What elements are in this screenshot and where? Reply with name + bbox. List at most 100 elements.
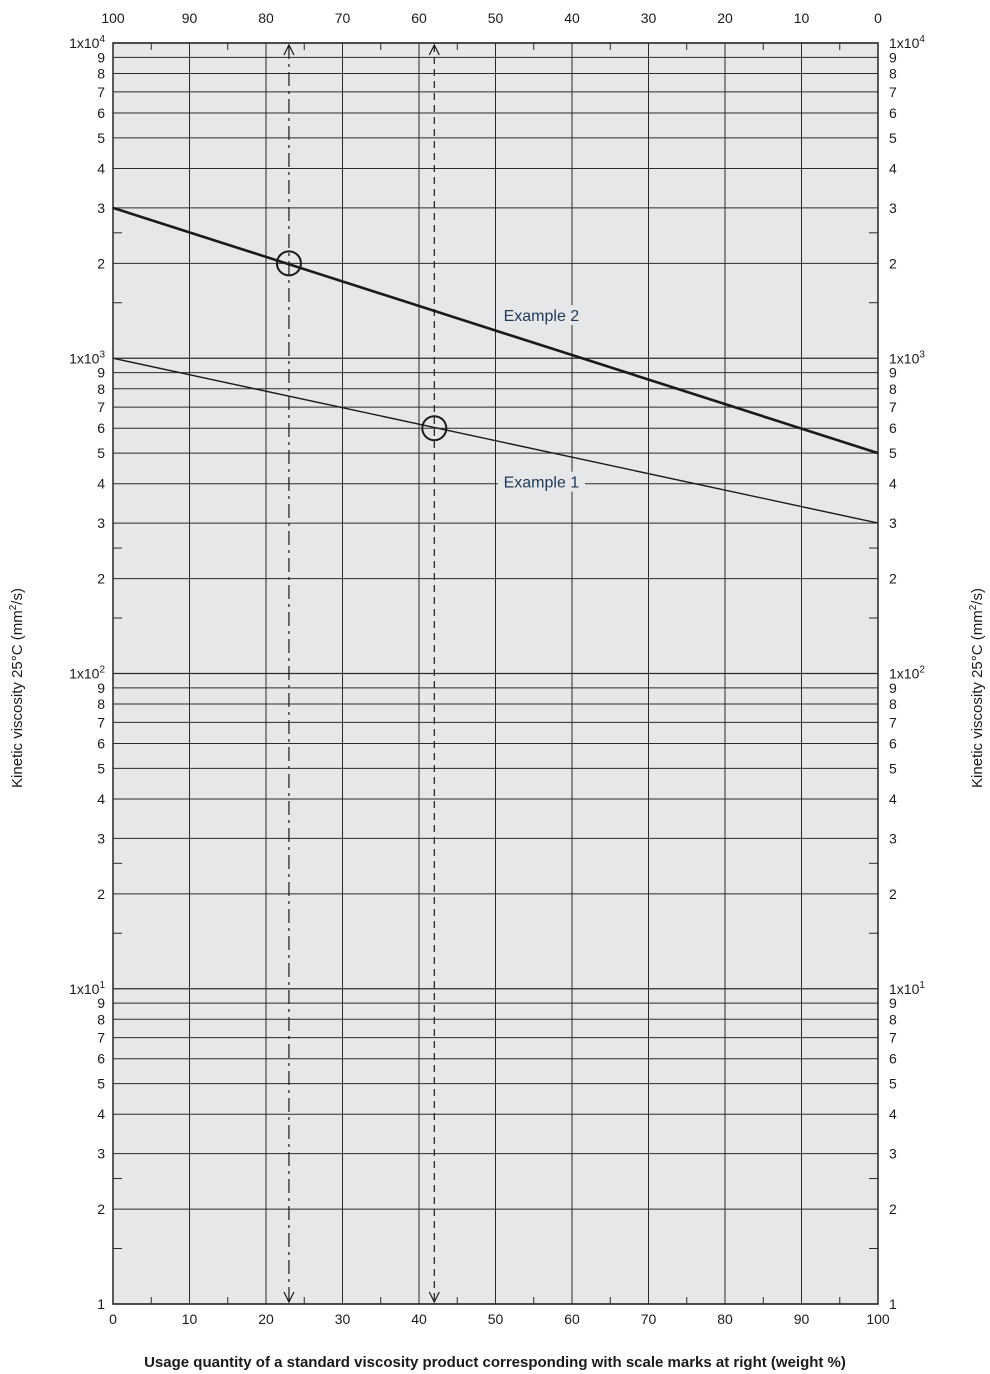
y-tick-label-right: 2 [889, 1201, 897, 1217]
y-tick-label-left: 9 [97, 995, 105, 1011]
annotation-background [497, 471, 585, 492]
y-tick-label-left: 1 [97, 1296, 105, 1312]
y-tick-label-left: 3 [97, 515, 105, 531]
x-tick-label-bottom: 60 [564, 1311, 580, 1327]
y-tick-label-right: 4 [889, 1106, 897, 1122]
y-tick-label-left: 8 [97, 66, 105, 82]
arrow-down-icon [283, 1291, 295, 1304]
y-tick-label-left: 5 [97, 1076, 105, 1092]
x-tick-label-bottom: 0 [109, 1311, 117, 1327]
y-tick-label-left: 9 [97, 365, 105, 381]
y-tick-label-left: 7 [97, 84, 105, 100]
y-tick-label-right: 8 [889, 1011, 897, 1027]
y-tick-label-left: 1x102 [69, 665, 105, 682]
y-tick-label-left: 5 [97, 130, 105, 146]
y-tick-label-right: 4 [889, 476, 897, 492]
x-tick-label-top: 100 [101, 10, 125, 26]
x-tick-label-top: 0 [874, 10, 882, 26]
y-tick-label-right: 1x103 [889, 349, 925, 366]
x-tick-label-bottom: 70 [641, 1311, 657, 1327]
y-tick-label-right: 3 [889, 200, 897, 216]
arrow-down-icon [428, 1291, 440, 1304]
y-tick-label-right: 4 [889, 791, 897, 807]
circle-marker [275, 250, 302, 277]
y-tick-label-right: 3 [889, 515, 897, 531]
x-tick-label-top: 20 [717, 10, 733, 26]
y-tick-label-right: 6 [889, 105, 897, 121]
y-tick-label-right: 9 [889, 995, 897, 1011]
y-tick-label-right: 1 [889, 1296, 897, 1312]
y-tick-label-right: 1x101 [889, 980, 925, 997]
x-tick-label-bottom: 30 [335, 1311, 351, 1327]
x-tick-label-top: 10 [794, 10, 810, 26]
y-tick-label-right: 1x104 [889, 34, 925, 51]
axis-ticks [113, 43, 878, 1304]
y-tick-label-right: 4 [889, 160, 897, 176]
y-tick-label-right: 6 [889, 735, 897, 751]
x-tick-label-top: 80 [258, 10, 274, 26]
y-tick-label-left: 9 [97, 49, 105, 65]
y-tick-label-right: 7 [889, 1030, 897, 1046]
x-tick-label-bottom: 20 [258, 1311, 274, 1327]
y-tick-label-left: 6 [97, 735, 105, 751]
x-tick-label-top: 50 [488, 10, 504, 26]
x-tick-label-bottom: 90 [794, 1311, 810, 1327]
y-tick-label-right: 3 [889, 830, 897, 846]
y-tick-label-left: 1x101 [69, 980, 105, 997]
y-tick-label-left: 8 [97, 696, 105, 712]
y-tick-label-right: 5 [889, 1076, 897, 1092]
y-tick-label-left: 8 [97, 1011, 105, 1027]
x-tick-label-top: 40 [564, 10, 580, 26]
series-annotation: Example 1 [504, 475, 580, 492]
y-tick-label-right: 5 [889, 130, 897, 146]
x-tick-label-top: 30 [641, 10, 657, 26]
y-axis-title-left: Kinetic viscosity 25°C (mm2/s) [8, 588, 26, 788]
y-tick-label-right: 8 [889, 381, 897, 397]
y-tick-label-left: 3 [97, 1146, 105, 1162]
y-tick-label-right: 1x102 [889, 665, 925, 682]
y-tick-label-left: 5 [97, 445, 105, 461]
y-tick-label-left: 7 [97, 714, 105, 730]
grid-lines [112, 42, 879, 1305]
series-lines [112, 206, 879, 524]
y-tick-label-left: 1x103 [69, 349, 105, 366]
y-tick-label-left: 7 [97, 1030, 105, 1046]
y-tick-label-right: 2 [889, 255, 897, 271]
y-tick-label-right: 5 [889, 445, 897, 461]
y-tick-label-right: 9 [889, 365, 897, 381]
y-tick-label-left: 1x104 [69, 34, 105, 51]
x-tick-label-top: 60 [411, 10, 427, 26]
y-tick-label-left: 6 [97, 1051, 105, 1067]
circle-marker [421, 415, 448, 442]
x-tick-label-bottom: 10 [182, 1311, 198, 1327]
arrow-up-icon [428, 43, 440, 56]
annotations: Example 2 Example 1 [497, 305, 585, 492]
y-tick-label-left: 4 [97, 791, 105, 807]
y-tick-label-right: 5 [889, 760, 897, 776]
y-tick-label-left: 2 [97, 255, 105, 271]
y-tick-label-right: 7 [889, 399, 897, 415]
y-tick-label-right: 6 [889, 420, 897, 436]
y-tick-label-left: 6 [97, 105, 105, 121]
y-tick-label-right: 2 [889, 571, 897, 587]
y-tick-label-right: 6 [889, 1051, 897, 1067]
y-tick-label-left: 5 [97, 760, 105, 776]
series-annotation: Example 2 [504, 308, 580, 325]
y-tick-label-left: 7 [97, 399, 105, 415]
y-tick-label-right: 9 [889, 680, 897, 696]
y-axis-title-right: Kinetic viscosity 25°C (mm2/s) [968, 588, 986, 788]
x-tick-label-top: 90 [182, 10, 198, 26]
y-tick-label-left: 2 [97, 1201, 105, 1217]
arrow-up-icon [283, 43, 295, 56]
x-tick-label-top: 70 [335, 10, 351, 26]
reference-lines [283, 43, 440, 1304]
point-markers [275, 250, 448, 442]
y-tick-label-left: 3 [97, 200, 105, 216]
y-tick-label-left: 6 [97, 420, 105, 436]
y-tick-label-right: 8 [889, 696, 897, 712]
x-tick-label-bottom: 100 [866, 1311, 890, 1327]
x-tick-label-bottom: 40 [411, 1311, 427, 1327]
x-tick-label-bottom: 50 [488, 1311, 504, 1327]
